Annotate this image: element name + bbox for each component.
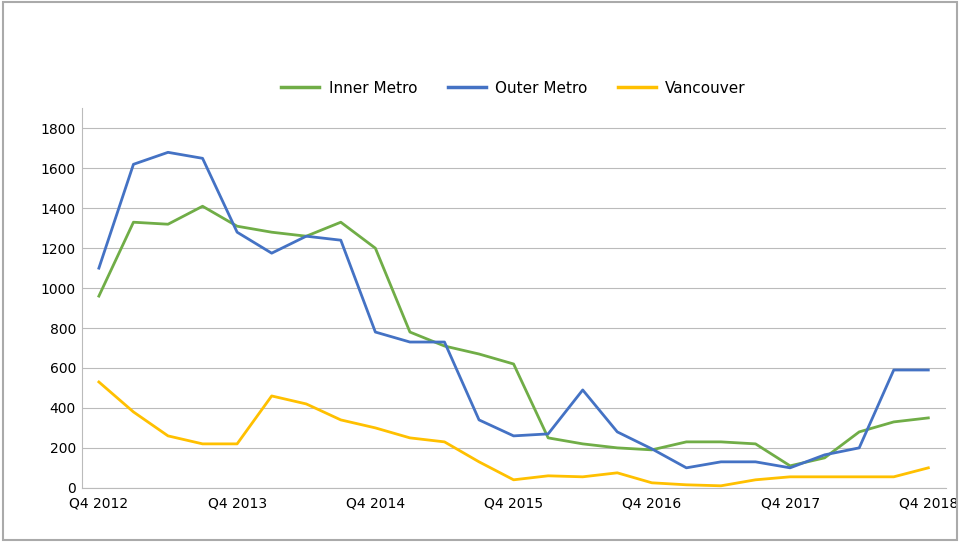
Text: 7.3: 7.3 <box>27 22 69 46</box>
Text: Wood Frame Condominium Released & Unsold Inventory Levels: Wood Frame Condominium Released & Unsold… <box>110 24 856 44</box>
Legend: Inner Metro, Outer Metro, Vancouver: Inner Metro, Outer Metro, Vancouver <box>276 74 752 102</box>
